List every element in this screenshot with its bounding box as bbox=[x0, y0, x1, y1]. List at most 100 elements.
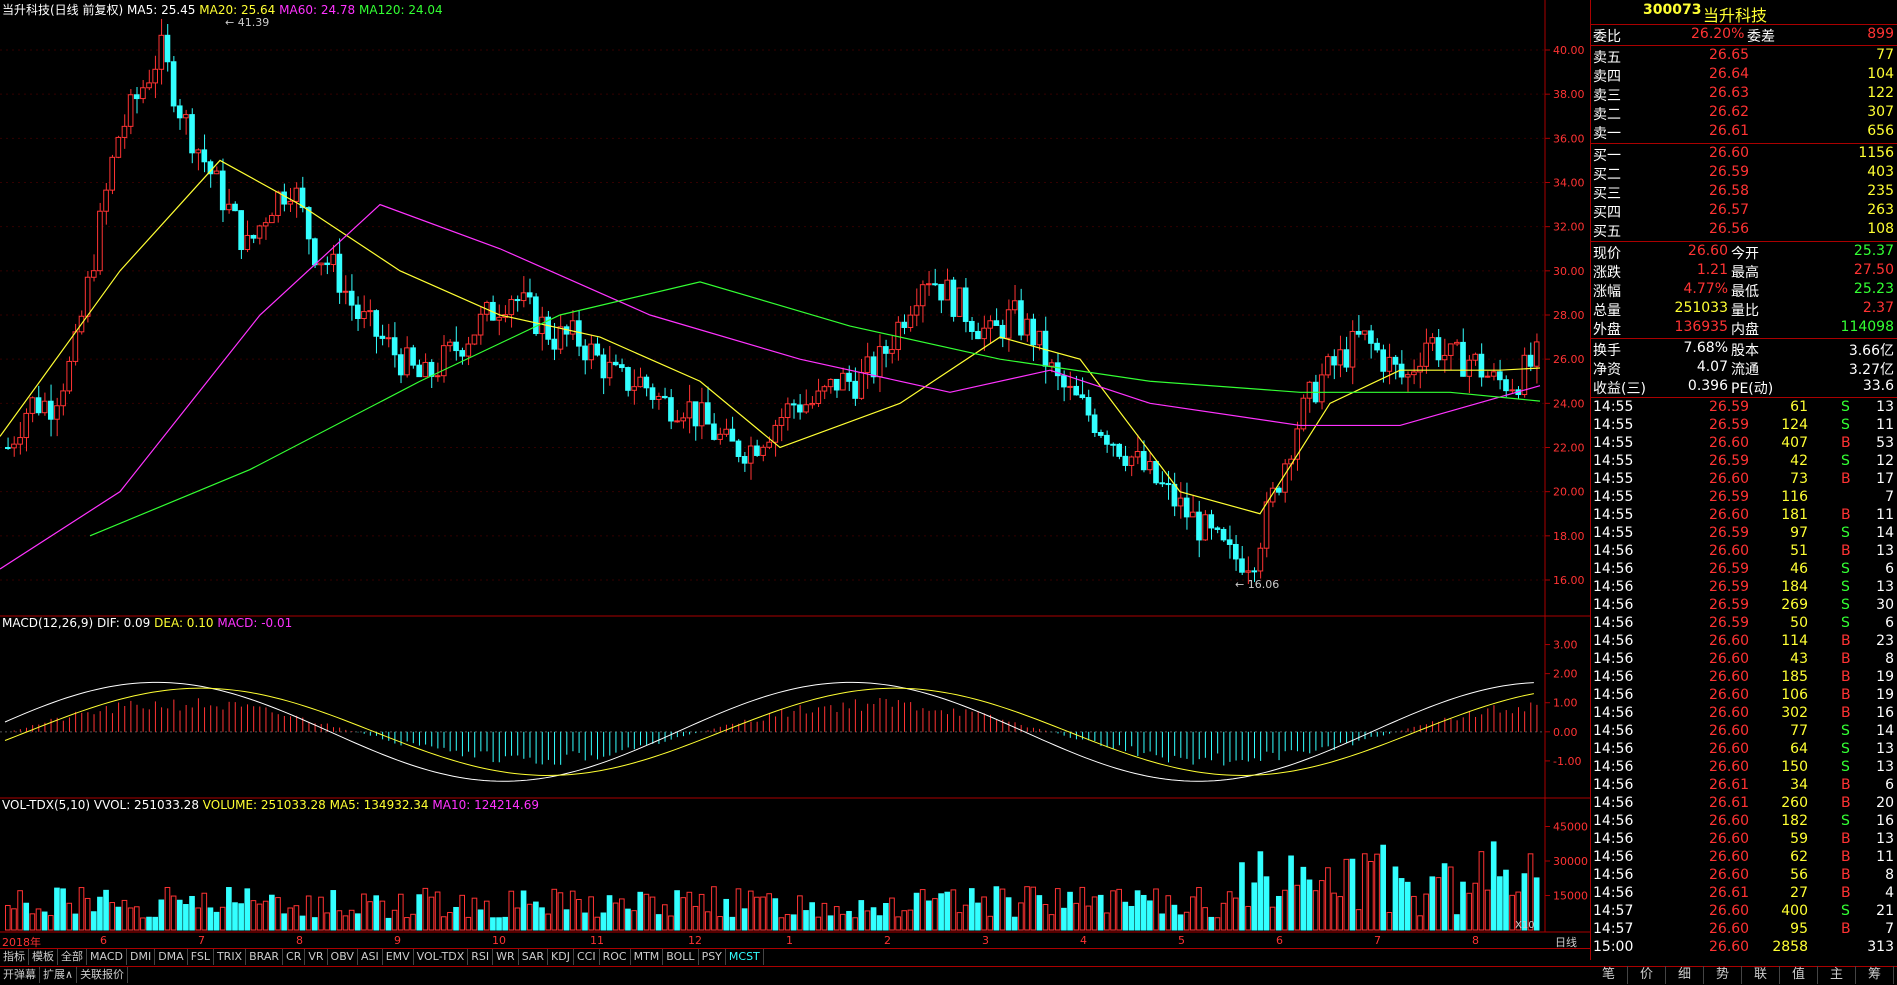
candle-body bbox=[465, 343, 472, 357]
indicator-tab[interactable]: WR bbox=[493, 949, 519, 965]
stat-row: 收益(三) 0.396 PE(动) 33.6 bbox=[1591, 378, 1897, 397]
indicator-tab[interactable]: OBV bbox=[328, 949, 358, 965]
macd-axis-label: -1.00 bbox=[1553, 755, 1581, 768]
indicator-tab[interactable]: BRAR bbox=[246, 949, 284, 965]
volume-bar bbox=[975, 902, 981, 931]
candle-body bbox=[747, 445, 754, 464]
volume-bar bbox=[1202, 907, 1208, 931]
stat-label: 现价 bbox=[1593, 246, 1621, 262]
candle-body bbox=[649, 387, 656, 400]
indicator-tab[interactable]: MTM bbox=[631, 949, 664, 965]
kline-chart[interactable]: 40.0038.0036.0034.0032.0030.0028.0026.00… bbox=[0, 0, 1590, 960]
volume-bar bbox=[938, 893, 944, 931]
quote-tab[interactable]: 主 bbox=[1818, 966, 1856, 984]
candle-body bbox=[711, 423, 717, 440]
chart-title: 当升科技(日线 前复权) bbox=[2, 3, 124, 17]
candle-body bbox=[269, 214, 275, 224]
candle-body bbox=[60, 390, 66, 407]
indicator-tab[interactable]: VR bbox=[305, 949, 328, 965]
candle-body bbox=[299, 187, 306, 209]
candle-body bbox=[1368, 330, 1374, 344]
volume-bar bbox=[5, 904, 11, 931]
bid-label: 买三 bbox=[1593, 186, 1621, 202]
quote-tab[interactable]: 联 bbox=[1742, 966, 1780, 984]
chart-area[interactable]: 40.00 38.00 36.00 34.00 32.00 30.00 28.00 26.00… bbox=[0, 0, 1590, 960]
stat-value: 3.66亿 bbox=[1848, 343, 1894, 359]
candle-body bbox=[72, 331, 79, 362]
tick-time: 14:56 bbox=[1593, 597, 1634, 613]
indicator-tab[interactable]: FSL bbox=[188, 949, 214, 965]
bid-price: 26.59 bbox=[1709, 164, 1750, 180]
volume-bar bbox=[1257, 851, 1264, 931]
indicator-tab[interactable]: SAR bbox=[519, 949, 549, 965]
volume-bar bbox=[305, 895, 312, 931]
volume-bar bbox=[342, 915, 349, 931]
indicator-tab[interactable]: RSI bbox=[468, 949, 494, 965]
tick-volume: 407 bbox=[1781, 435, 1808, 451]
bottom-tab[interactable]: 扩展∧ bbox=[40, 967, 78, 983]
price-axis-label: 20.00 bbox=[1553, 486, 1585, 499]
tick-side: S bbox=[1841, 813, 1850, 829]
candle-body bbox=[440, 345, 447, 377]
indicator-tab[interactable]: KDJ bbox=[548, 949, 574, 965]
volume-bar bbox=[1423, 893, 1429, 931]
candle-body bbox=[1447, 343, 1454, 356]
volume-bar bbox=[41, 911, 48, 931]
tick-time: 14:56 bbox=[1593, 867, 1634, 883]
ma-line bbox=[0, 203, 1541, 570]
candle-body bbox=[784, 403, 791, 419]
indicator-tab[interactable]: CCI bbox=[574, 949, 600, 965]
quote-tab[interactable]: 势 bbox=[1704, 966, 1742, 984]
indicator-tab[interactable]: BOLL bbox=[663, 949, 699, 965]
indicator-tab[interactable]: MACD bbox=[87, 949, 127, 965]
indicator-tab[interactable]: 指标 bbox=[0, 949, 29, 965]
quote-tab[interactable]: 筹 bbox=[1856, 966, 1894, 984]
dea-line bbox=[4, 687, 1534, 776]
candle-body bbox=[1460, 341, 1466, 377]
tick-price: 26.60 bbox=[1709, 507, 1750, 523]
tick-side: B bbox=[1841, 435, 1851, 451]
indicator-tab[interactable]: ASI bbox=[358, 949, 383, 965]
indicator-tab[interactable]: VOL-TDX bbox=[414, 949, 469, 965]
indicator-tab[interactable]: ROC bbox=[600, 949, 631, 965]
indicator-tab[interactable]: 模板 bbox=[29, 949, 58, 965]
tick-price: 26.60 bbox=[1709, 723, 1750, 739]
price-axis-label: 26.00 bbox=[1553, 353, 1585, 366]
volume-bar bbox=[1030, 886, 1037, 931]
candle-body bbox=[1429, 337, 1436, 344]
volume-bar bbox=[1036, 895, 1043, 931]
candle-body bbox=[815, 390, 822, 404]
candle-body bbox=[47, 400, 54, 420]
quote-tabs: 笔价细势联值主筹 bbox=[1590, 966, 1897, 984]
macd-dea: DEA: 0.10 bbox=[154, 616, 214, 630]
indicator-tab[interactable]: PSY bbox=[699, 949, 726, 965]
candle-body bbox=[250, 234, 257, 239]
tick-count: 20 bbox=[1876, 795, 1894, 811]
indicator-tab[interactable]: 全部 bbox=[58, 949, 87, 965]
quote-tab[interactable]: 细 bbox=[1666, 966, 1704, 984]
indicator-tab[interactable]: CR bbox=[283, 949, 306, 965]
indicator-tab[interactable]: MCST bbox=[726, 949, 764, 965]
candle-body bbox=[1533, 341, 1540, 367]
volume-bar bbox=[256, 903, 263, 931]
volume-bar bbox=[201, 892, 208, 931]
bottom-tab[interactable]: 关联报价 bbox=[77, 967, 129, 983]
quote-tab[interactable]: 笔 bbox=[1590, 966, 1628, 984]
indicator-tab[interactable]: DMI bbox=[127, 949, 156, 965]
quote-tab[interactable]: 价 bbox=[1628, 966, 1666, 984]
volume-bar bbox=[625, 908, 631, 931]
volume-bar bbox=[1331, 892, 1337, 931]
ma20-label: MA20: 25.64 bbox=[199, 3, 276, 17]
indicator-tab[interactable]: EMV bbox=[383, 949, 414, 965]
candle-body bbox=[619, 364, 625, 369]
stat-label: 内盘 bbox=[1731, 322, 1759, 338]
bottom-tab[interactable]: 开弹幕 bbox=[0, 967, 40, 983]
candle-body bbox=[809, 402, 815, 406]
volume-bar bbox=[1085, 905, 1092, 931]
period-label[interactable]: 日线 bbox=[1555, 936, 1577, 949]
volume-bar bbox=[66, 902, 73, 931]
indicator-tab[interactable]: DMA bbox=[155, 949, 188, 965]
quote-tab[interactable]: 值 bbox=[1780, 966, 1818, 984]
candle-body bbox=[968, 320, 975, 332]
indicator-tab[interactable]: TRIX bbox=[214, 949, 247, 965]
